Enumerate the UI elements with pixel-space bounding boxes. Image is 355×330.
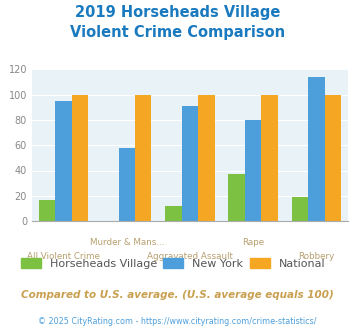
Text: Violent Crime Comparison: Violent Crime Comparison	[70, 25, 285, 40]
Bar	[72, 95, 88, 221]
Bar	[119, 148, 135, 221]
Bar	[198, 95, 214, 221]
Bar	[182, 106, 198, 221]
Bar	[292, 197, 308, 221]
Bar	[165, 206, 182, 221]
Bar	[245, 120, 261, 221]
Bar	[308, 77, 324, 221]
Text: Aggravated Assault: Aggravated Assault	[147, 252, 233, 261]
Text: Murder & Mans...: Murder & Mans...	[89, 238, 164, 247]
Bar	[229, 174, 245, 221]
Text: All Violent Crime: All Violent Crime	[27, 252, 100, 261]
Bar	[261, 95, 278, 221]
Bar	[135, 95, 151, 221]
Bar	[55, 101, 72, 221]
Text: © 2025 CityRating.com - https://www.cityrating.com/crime-statistics/: © 2025 CityRating.com - https://www.city…	[38, 317, 317, 326]
Text: 2019 Horseheads Village: 2019 Horseheads Village	[75, 5, 280, 20]
Legend: Horseheads Village, New York, National: Horseheads Village, New York, National	[16, 254, 330, 273]
Bar	[324, 95, 341, 221]
Bar	[39, 200, 55, 221]
Text: Rape: Rape	[242, 238, 264, 247]
Text: Robbery: Robbery	[298, 252, 334, 261]
Text: Compared to U.S. average. (U.S. average equals 100): Compared to U.S. average. (U.S. average …	[21, 290, 334, 300]
